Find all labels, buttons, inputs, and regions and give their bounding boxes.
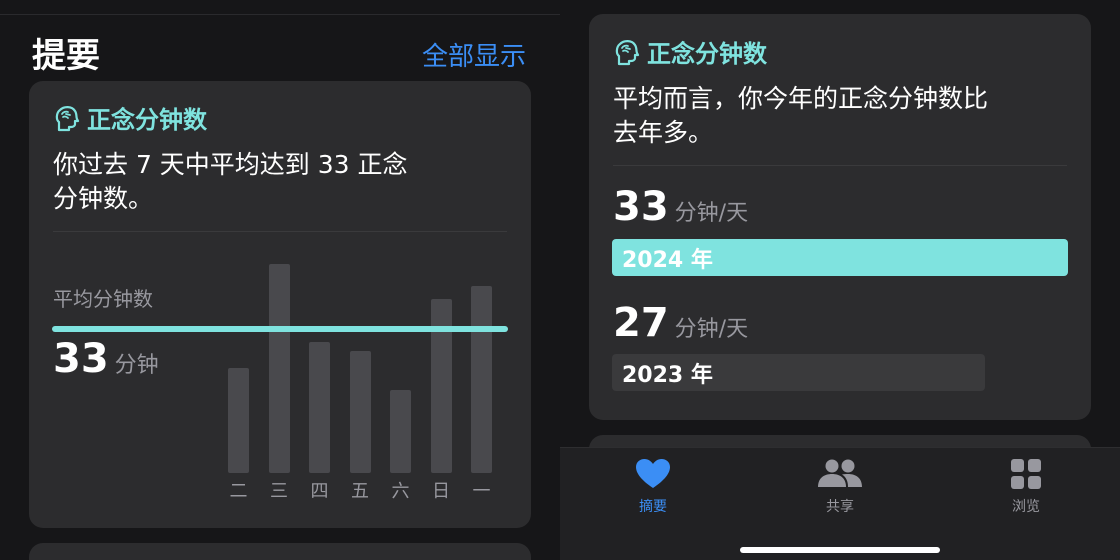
this-year-value: 33 分钟/天: [613, 184, 748, 230]
card-description: 你过去 7 天中平均达到 33 正念 分钟数。: [53, 148, 513, 216]
average-unit: 分钟: [114, 353, 159, 378]
card-header: 正念分钟数: [613, 34, 767, 69]
chart-day-label: 三: [270, 481, 288, 502]
top-divider: [0, 14, 560, 15]
card-header-label: 正念分钟数: [87, 106, 207, 134]
heart-icon: [636, 459, 670, 488]
mindful-minutes-card[interactable]: 正念分钟数 你过去 7 天中平均达到 33 正念 分钟数。 平均分钟数 33 分钟…: [29, 81, 531, 528]
average-label: 平均分钟数: [53, 287, 153, 311]
chart-day-label: 一: [472, 481, 491, 502]
tab-label: 摘要: [639, 499, 667, 515]
chart-day-label: 六: [391, 481, 410, 502]
chart-bar: [471, 285, 492, 473]
chart-bar: [390, 390, 411, 473]
chart-bar: [309, 342, 330, 473]
this-year-bar: 2024 年: [612, 239, 1068, 276]
average-number: 33: [53, 336, 109, 382]
mind-head-icon: [55, 105, 80, 131]
chart-bar: [430, 298, 452, 473]
tab-summary[interactable]: 摘要: [613, 458, 693, 516]
average-line: [52, 326, 508, 333]
page-title: 提要: [32, 36, 100, 76]
card-description: 平均而言，你今年的正念分钟数比 去年多。: [613, 82, 1073, 150]
description-line-2: 分钟数。: [53, 184, 154, 213]
tab-sharing[interactable]: 共享: [800, 458, 880, 516]
chart-day-label: 五: [351, 481, 369, 502]
card-separator: [53, 231, 507, 232]
next-card[interactable]: [29, 543, 531, 560]
last-year-bar: 2023 年: [612, 354, 985, 391]
weekly-bar-chart: 二三四五六日一: [29, 81, 531, 528]
grid-icon: [1011, 459, 1041, 489]
tab-bar: 摘要 共享 浏览: [560, 447, 1120, 560]
chart-bar: [228, 368, 249, 473]
average-value: 33 分钟: [53, 336, 159, 382]
comparison-panel: 正念分钟数 平均而言，你今年的正念分钟数比 去年多。 33 分钟/天 2024 年…: [560, 0, 1120, 560]
this-year-number: 33: [613, 184, 669, 230]
description-line-2: 去年多。: [613, 118, 714, 147]
tab-browse[interactable]: 浏览: [986, 458, 1066, 516]
people-icon: [818, 459, 862, 487]
chart-bar: [349, 350, 371, 473]
mind-head-icon: [615, 39, 640, 65]
this-year-unit: 分钟/天: [674, 201, 749, 226]
last-year-value: 27 分钟/天: [613, 300, 748, 346]
chart-day-label: 日: [432, 481, 450, 502]
summary-panel: 提要 全部显示 正念分钟数 你过去 7 天中平均达到 33 正念 分钟数。 平均…: [0, 0, 560, 560]
card-separator: [613, 165, 1067, 166]
mindful-comparison-card[interactable]: 正念分钟数 平均而言，你今年的正念分钟数比 去年多。 33 分钟/天 2024 年…: [589, 14, 1091, 420]
chart-bar: [268, 263, 290, 473]
home-indicator[interactable]: [740, 547, 940, 553]
description-line-1: 平均而言，你今年的正念分钟数比: [613, 84, 989, 113]
show-all-link[interactable]: 全部显示: [421, 42, 526, 72]
this-year-label: 2024 年: [622, 247, 713, 273]
description-line-1: 你过去 7 天中平均达到 33 正念: [53, 150, 408, 179]
last-year-label: 2023 年: [622, 362, 713, 388]
last-year-unit: 分钟/天: [674, 317, 749, 342]
tab-label: 浏览: [1012, 499, 1040, 515]
card-header-label: 正念分钟数: [647, 40, 767, 68]
card-header: 正念分钟数: [53, 100, 207, 135]
last-year-number: 27: [613, 300, 669, 346]
chart-day-label: 四: [310, 481, 329, 502]
tab-label: 共享: [826, 499, 854, 515]
chart-day-label: 二: [229, 481, 248, 502]
